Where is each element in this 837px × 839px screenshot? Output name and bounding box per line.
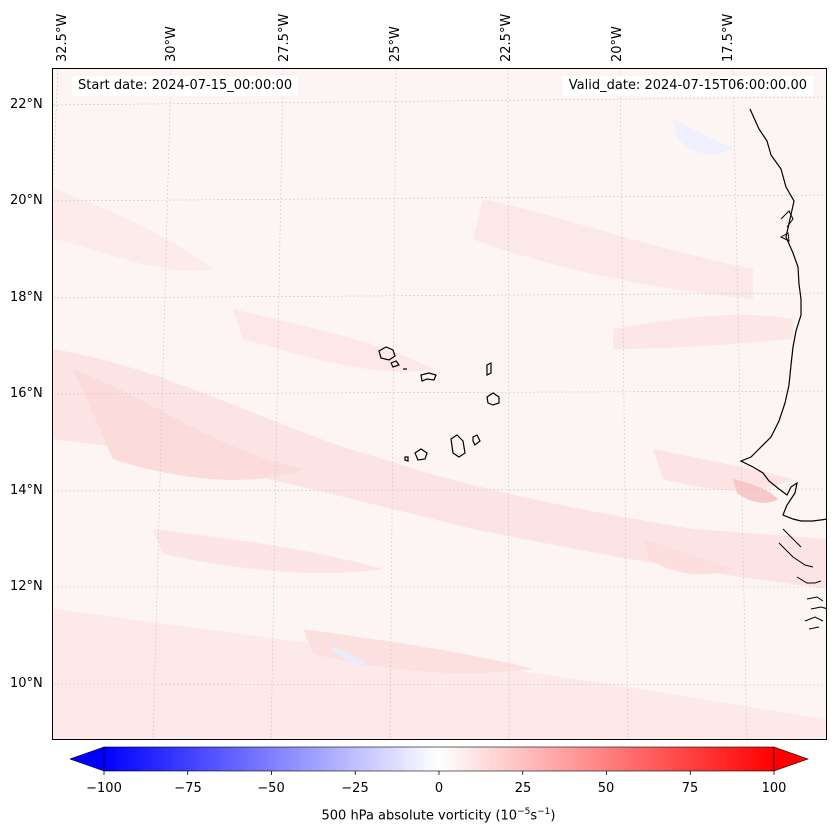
coastline-bays bbox=[778, 210, 826, 630]
lat-label-12N: 12°N bbox=[10, 579, 43, 594]
lat-label-22N: 22°N bbox=[10, 97, 43, 112]
lon-label-25W: 25°W bbox=[388, 26, 403, 62]
colorbar-gradient bbox=[103, 746, 775, 772]
colorbar-label-exp1: −5 bbox=[517, 807, 531, 817]
africa-coastline bbox=[739, 108, 826, 522]
colorbar-max-arrow bbox=[773, 746, 809, 772]
lat-label-16N: 16°N bbox=[10, 386, 43, 401]
cb-tick-25: 25 bbox=[514, 781, 532, 796]
lat-label-14N: 14°N bbox=[10, 483, 43, 498]
cb-tick-neg100: −100 bbox=[86, 781, 122, 796]
map-canvas bbox=[53, 69, 826, 739]
start-date-label: Start date: 2024-07-15_00:00:00 bbox=[72, 76, 299, 96]
colorbar-label-text: 500 hPa absolute vorticity (10 bbox=[321, 808, 518, 824]
cb-tick-50: 50 bbox=[597, 781, 615, 796]
cb-tick-75: 75 bbox=[681, 781, 699, 796]
lon-label-30W: 30°W bbox=[164, 26, 179, 62]
lon-label-20W: 20°W bbox=[610, 26, 625, 62]
cb-tick-0: 0 bbox=[434, 781, 444, 796]
cb-tick-neg25: −25 bbox=[341, 781, 369, 796]
lon-label-27.5W: 27.5°W bbox=[277, 13, 292, 62]
lat-label-18N: 18°N bbox=[10, 290, 43, 305]
colorbar-label-mid: s bbox=[530, 808, 538, 824]
cb-tick-neg50: −50 bbox=[257, 781, 285, 796]
vorticity-map bbox=[52, 68, 827, 740]
colorbar-label: 500 hPa absolute vorticity (10−5s−1) bbox=[0, 807, 837, 823]
cb-tick-neg75: −75 bbox=[174, 781, 202, 796]
lon-label-32.5W: 32.5°W bbox=[55, 13, 70, 62]
colorbar bbox=[70, 746, 809, 775]
graticule bbox=[53, 69, 826, 739]
cape-verde-islands bbox=[378, 346, 500, 462]
colorbar-label-exp2: −1 bbox=[537, 807, 551, 817]
lat-label-20N: 20°N bbox=[10, 193, 43, 208]
colorbar-min-arrow bbox=[70, 746, 105, 772]
lon-label-22.5W: 22.5°W bbox=[499, 13, 514, 62]
valid-date-label: Valid_date: 2024-07-15T06:00:00.00 bbox=[562, 76, 813, 96]
cb-tick-100: 100 bbox=[761, 781, 787, 796]
lon-label-17.5W: 17.5°W bbox=[721, 13, 736, 62]
lat-label-10N: 10°N bbox=[10, 676, 43, 691]
vorticity-field bbox=[53, 69, 826, 739]
colorbar-label-end: ) bbox=[550, 808, 556, 824]
